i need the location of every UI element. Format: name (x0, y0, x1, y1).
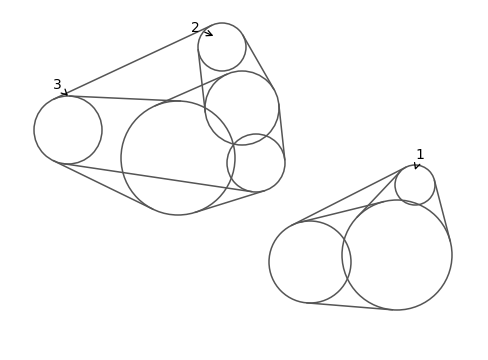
Text: 3: 3 (53, 78, 67, 95)
Text: 2: 2 (190, 21, 212, 36)
Text: 1: 1 (414, 148, 424, 169)
